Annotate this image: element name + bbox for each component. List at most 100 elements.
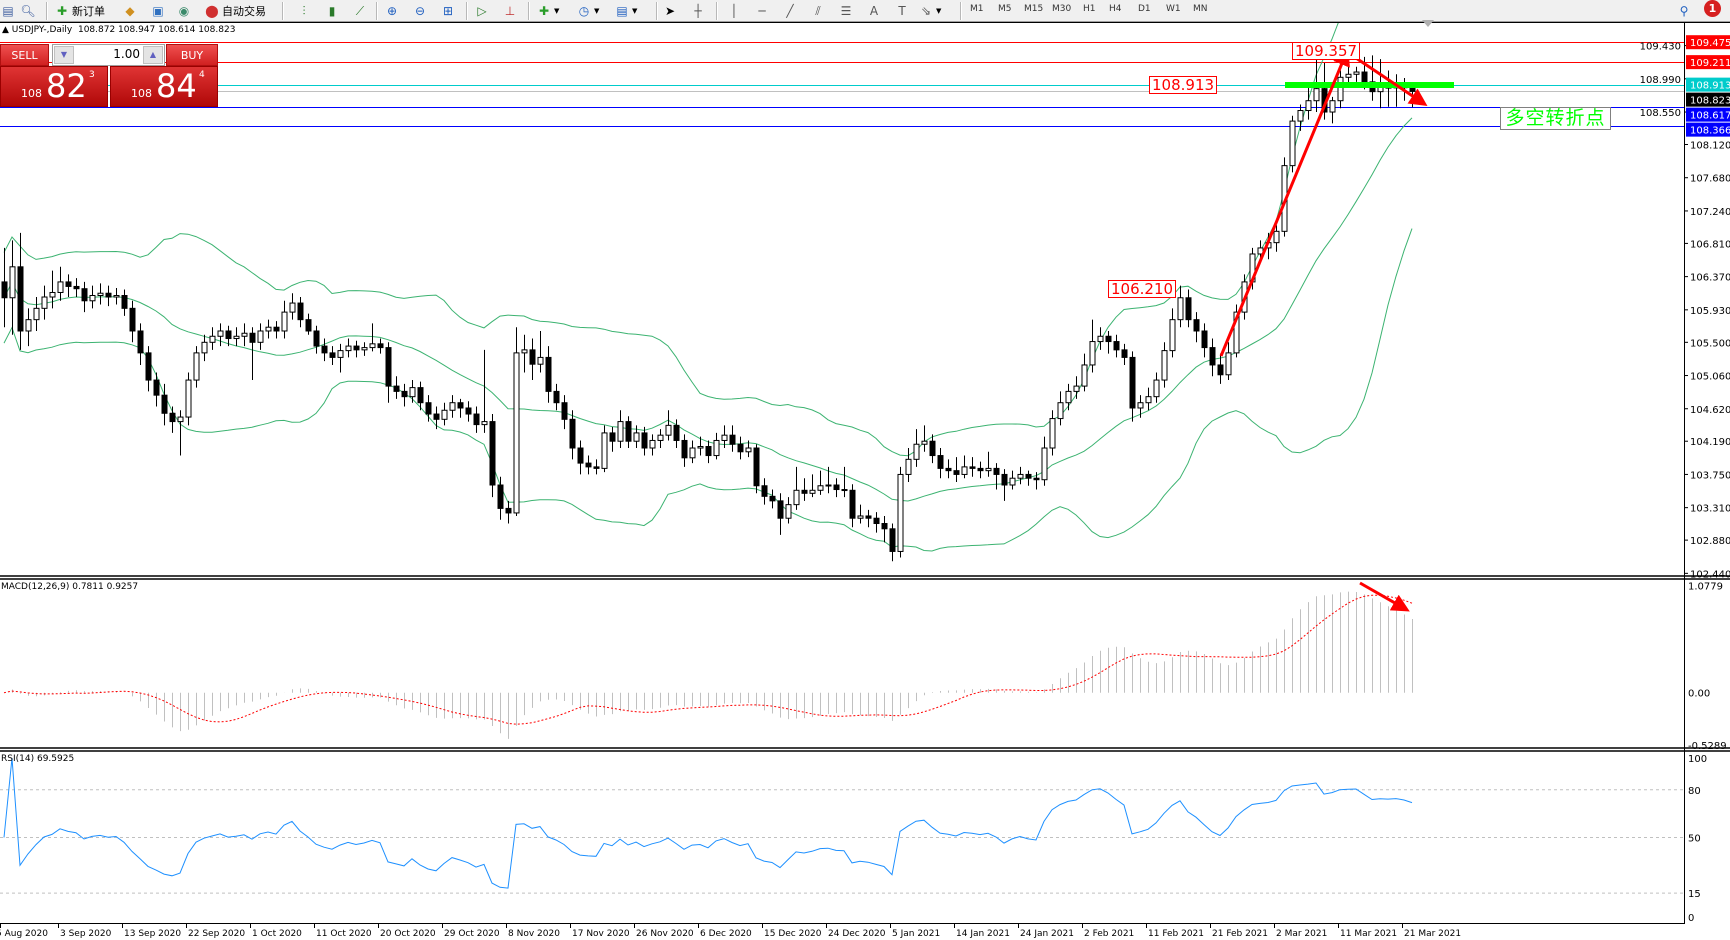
sell-price-box[interactable]: 108 82 3	[0, 66, 108, 107]
bull-candle	[649, 439, 656, 449]
zoom-search-icon[interactable]: 🔍︎	[20, 4, 36, 18]
rsi-tick-label: 100	[1688, 754, 1707, 765]
price-tick-label: 104.190	[1690, 437, 1730, 448]
bear-candle	[505, 507, 512, 514]
timeframe-mn[interactable]: MN	[1193, 4, 1208, 14]
timeframe-w1[interactable]: W1	[1166, 4, 1181, 14]
reversal-point-note[interactable]: 多空转折点	[1500, 107, 1611, 130]
window-icon[interactable]: ▤	[2, 4, 14, 18]
search-icon[interactable]: ⚲	[1679, 4, 1689, 18]
bear-candle	[417, 387, 424, 404]
bull-candle	[337, 350, 344, 358]
equidistant-channel-icon[interactable]: ⫽	[815, 4, 821, 18]
zoom-out-icon[interactable]: ⊖	[414, 4, 426, 18]
sell-button[interactable]: SELL	[0, 44, 49, 66]
bear-candle	[377, 343, 384, 349]
bear-candle	[945, 467, 952, 472]
chart-shift-icon[interactable]: ⊥	[504, 4, 516, 18]
buy-price-box[interactable]: 108 84 4	[110, 66, 218, 107]
bull-candle	[217, 330, 224, 337]
price-tick-label: 108.990	[1640, 75, 1681, 86]
toolbar-separator	[376, 2, 378, 20]
indicators-dropdown[interactable]: ✚ ▼	[538, 4, 560, 18]
timeframe-h4[interactable]: H4	[1109, 4, 1122, 14]
bear-candle	[137, 330, 144, 354]
timeframe-m5[interactable]: M5	[998, 4, 1012, 14]
bear-candle	[433, 413, 440, 420]
buy-price-pip: 4	[199, 70, 205, 80]
bear-candle	[609, 432, 616, 442]
bull-candle	[913, 443, 920, 460]
line-chart-icon[interactable]: ⟋	[355, 4, 365, 18]
chart-shift-marker[interactable]	[1422, 20, 1434, 27]
bull-candle	[49, 291, 56, 298]
tile-windows-icon[interactable]: ⊞	[442, 4, 454, 18]
bull-candle	[361, 347, 368, 351]
breakout-price-label[interactable]: 106.210	[1108, 280, 1177, 298]
lot-increase-button[interactable]: ▲	[143, 46, 163, 64]
templates-dropdown[interactable]: ▤ ▼	[616, 4, 638, 18]
horizontal-line-icon[interactable]: ─	[758, 4, 766, 18]
bull-candle	[1289, 120, 1296, 167]
time-tick-label: 1 Oct 2020	[252, 929, 302, 939]
bear-candle	[1217, 364, 1224, 376]
bear-candle	[841, 489, 848, 492]
lot-size-input[interactable]: 1.00	[113, 47, 140, 61]
cursor-icon[interactable]: ➤	[664, 4, 676, 18]
bear-candle	[169, 412, 176, 423]
text-label-icon[interactable]: T	[898, 4, 906, 18]
bear-candle	[889, 528, 896, 552]
bear-candle	[729, 434, 736, 445]
level-price-label[interactable]: 108.913	[1149, 76, 1218, 94]
lot-decrease-button[interactable]: ▼	[54, 46, 74, 64]
buy-button[interactable]: BUY	[166, 44, 218, 66]
timeframe-d1[interactable]: D1	[1138, 4, 1151, 14]
auto-scroll-icon[interactable]: ▷	[477, 4, 487, 18]
market-watch-icon[interactable]: ◆	[125, 4, 135, 18]
periods-dropdown[interactable]: ◷ ▼	[578, 4, 600, 18]
zoom-in-icon[interactable]: ⊕	[386, 4, 398, 18]
time-tick-label: 17 Nov 2020	[572, 929, 630, 939]
bull-candle	[41, 296, 48, 309]
crosshair-icon[interactable]: ┼	[694, 4, 702, 18]
price-level-badge	[1686, 35, 1730, 50]
timeframe-m1[interactable]: M1	[970, 4, 984, 14]
timeframe-m15[interactable]: M15	[1024, 4, 1044, 14]
fibonacci-icon[interactable]: ☰	[840, 4, 852, 18]
navigator-icon[interactable]: ▣	[152, 4, 164, 18]
bear-candle	[1409, 87, 1416, 92]
notification-badge[interactable]: 1	[1704, 0, 1721, 17]
bull-candle	[537, 356, 544, 365]
bull-candle	[241, 332, 248, 337]
bollinger-upper	[3, 23, 1339, 457]
new-order-button[interactable]: ✚ 新订单	[54, 2, 105, 20]
high-price-label[interactable]: 109.357	[1292, 42, 1361, 60]
bull-candle	[281, 311, 288, 332]
text-tool-icon[interactable]: A	[869, 4, 879, 18]
price-level-badge	[1686, 107, 1730, 122]
vertical-line-icon[interactable]: │	[730, 4, 738, 18]
auto-trading-button[interactable]: ⬤ 自动交易	[204, 2, 266, 20]
bull-candle	[97, 292, 104, 296]
timeframe-h1[interactable]: H1	[1083, 4, 1096, 14]
price-tick-label: 107.680	[1690, 174, 1730, 185]
time-tick-label: 24 Jan 2021	[1020, 929, 1074, 939]
bull-candle	[1153, 379, 1160, 398]
bear-candle	[489, 421, 496, 486]
bear-candle	[625, 421, 632, 442]
down-arrow[interactable]	[1346, 50, 1428, 107]
bull-candle	[1145, 396, 1152, 404]
macd-down-arrow[interactable]	[1359, 581, 1410, 612]
time-tick-label: 5 Jan 2021	[892, 929, 940, 939]
arrows-dropdown[interactable]: ⇘ ▼	[920, 4, 942, 18]
bull-candle	[1049, 418, 1056, 449]
trendline-icon[interactable]: ╱	[786, 4, 794, 18]
bar-chart-icon[interactable]: ⫶	[302, 4, 306, 18]
bear-candle	[777, 500, 784, 519]
candlestick-chart-icon[interactable]: ▮	[328, 4, 336, 18]
signals-icon[interactable]: ◉	[178, 4, 190, 18]
timeframe-m30[interactable]: M30	[1052, 4, 1072, 14]
up-arrow[interactable]	[1219, 47, 1350, 357]
lot-size-stepper[interactable]: ▼ 1.00 ▲	[52, 44, 165, 66]
